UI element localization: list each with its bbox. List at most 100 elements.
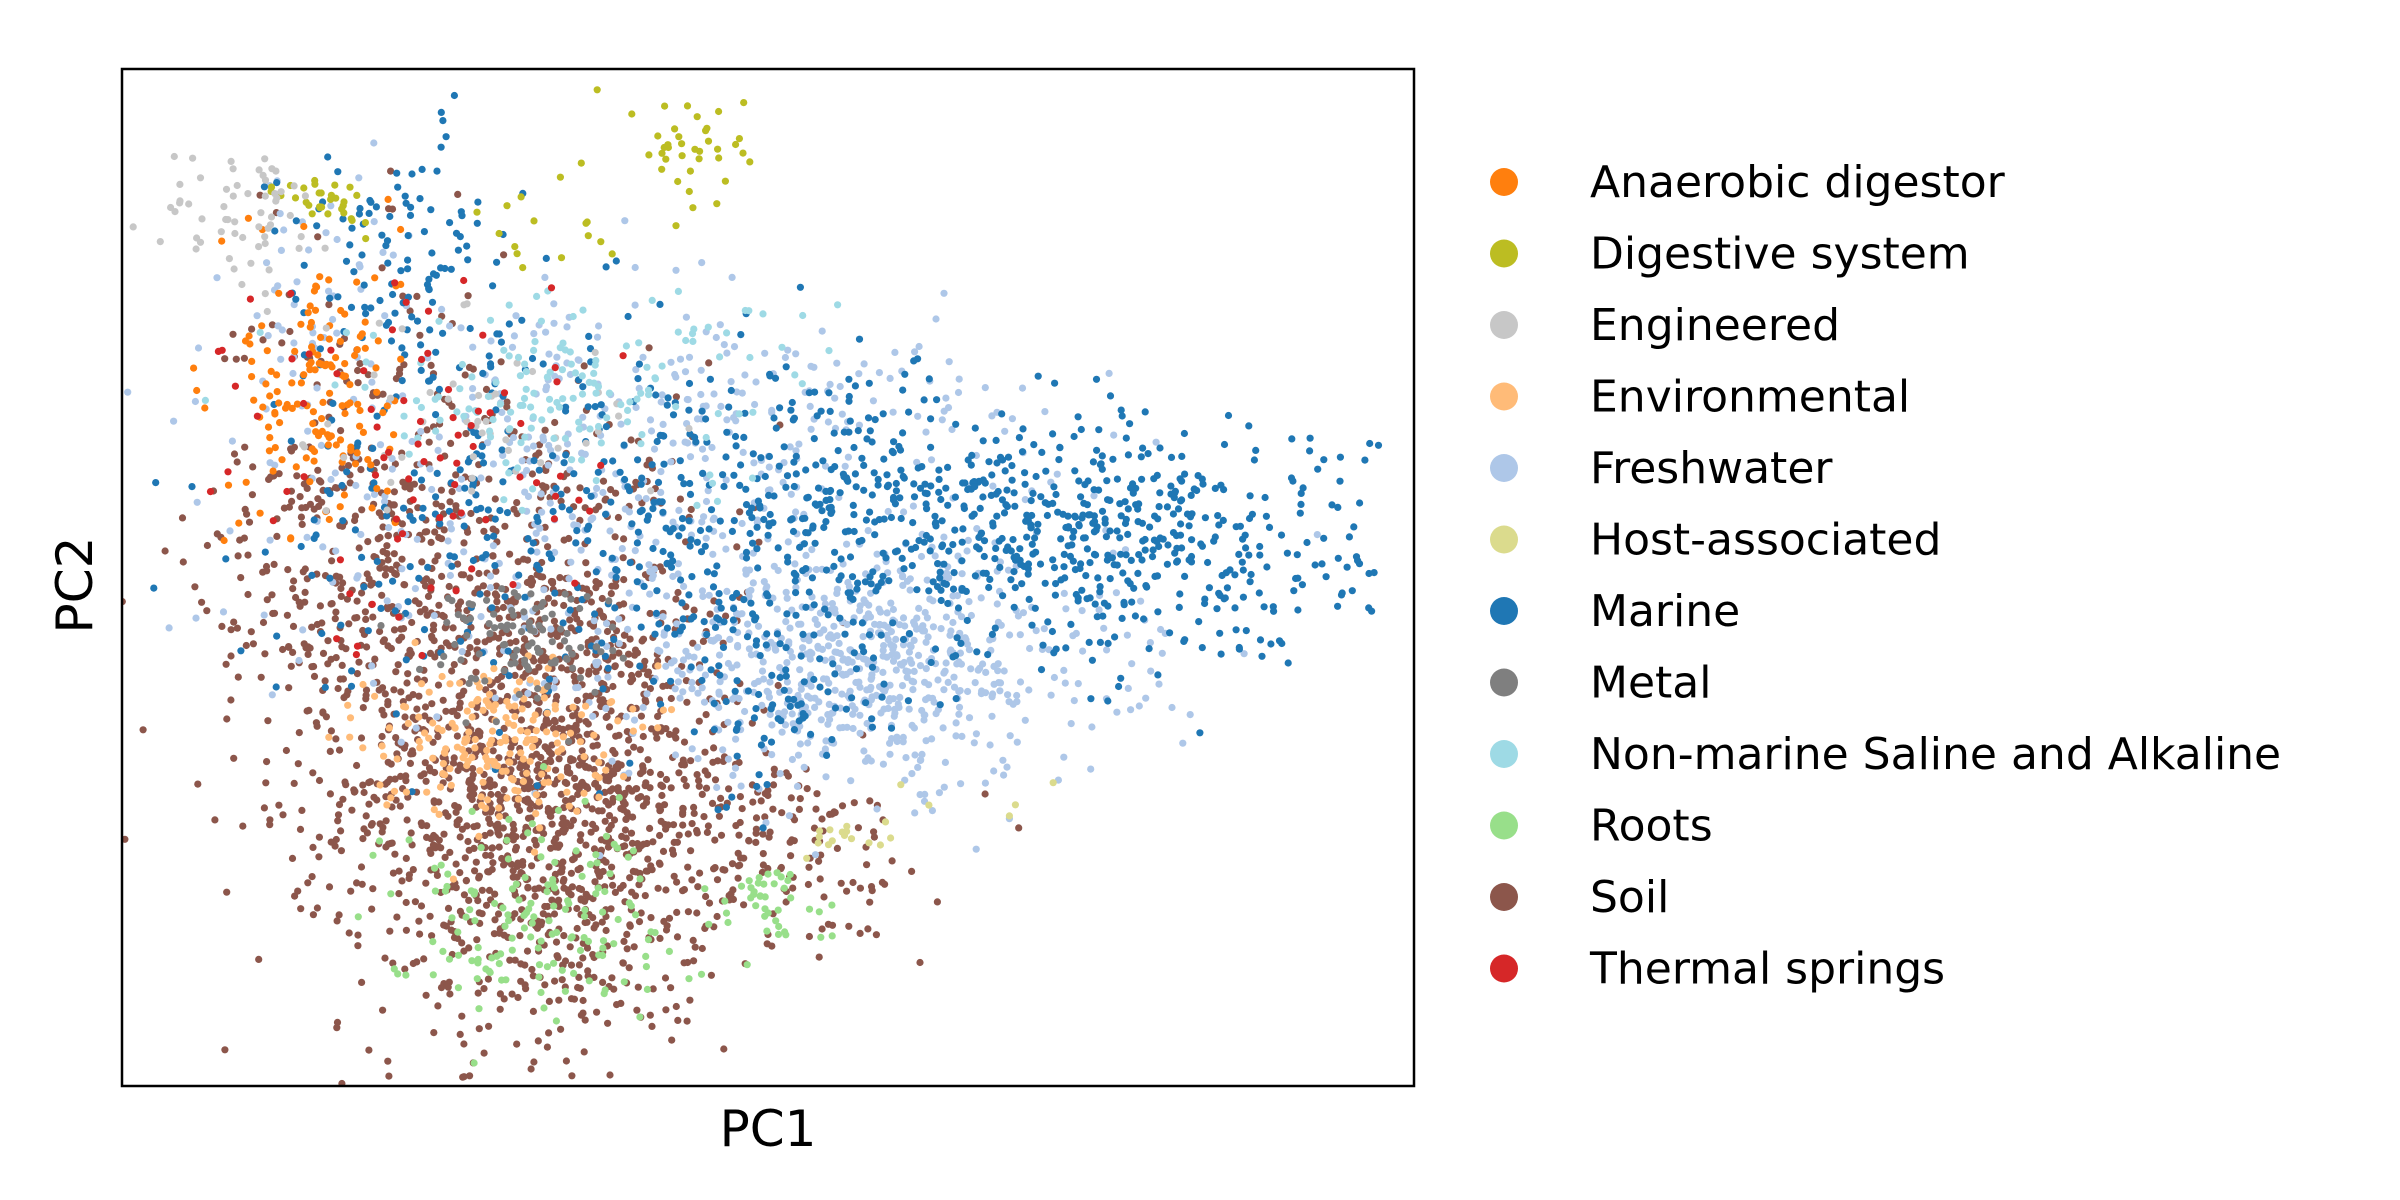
scatter-point [896, 494, 904, 502]
scatter-point [370, 139, 378, 147]
scatter-point [1297, 500, 1305, 508]
scatter-point [304, 427, 312, 435]
scatter-point [466, 792, 474, 800]
scatter-point [441, 853, 449, 862]
scatter-point [413, 958, 421, 966]
scatter-point [385, 1072, 393, 1080]
scatter-point [949, 618, 957, 627]
scatter-point [628, 110, 636, 118]
scatter-point [854, 427, 862, 435]
scatter-point [656, 300, 664, 308]
scatter-point [489, 460, 497, 468]
scatter-point [815, 857, 823, 865]
scatter-point [362, 812, 370, 820]
scatter-point [858, 454, 866, 462]
scatter-point [967, 461, 975, 469]
scatter-point [351, 460, 360, 468]
scatter-point [566, 943, 574, 951]
scatter-point [930, 698, 938, 706]
scatter-point [361, 303, 369, 311]
scatter-point [863, 719, 871, 728]
scatter-point [517, 193, 525, 201]
scatter-point [888, 857, 896, 865]
scatter-point [378, 706, 386, 714]
scatter-point [686, 996, 694, 1004]
scatter-point [432, 493, 440, 501]
scatter-point [915, 604, 923, 613]
scatter-point [575, 761, 583, 769]
scatter-point [955, 687, 963, 696]
scatter-point [825, 679, 833, 687]
scatter-point [801, 514, 809, 522]
scatter-point [637, 793, 645, 801]
scatter-point [1113, 561, 1121, 569]
scatter-point [604, 843, 613, 851]
scatter-point [716, 321, 724, 329]
scatter-point [551, 548, 559, 557]
scatter-point [494, 825, 502, 833]
scatter-point [1062, 605, 1070, 613]
scatter-point [722, 612, 730, 620]
scatter-point [685, 517, 693, 525]
scatter-point [717, 831, 726, 839]
scatter-point [339, 579, 347, 587]
scatter-point [927, 415, 935, 423]
scatter-point [338, 205, 346, 213]
scatter-point [485, 475, 493, 483]
scatter-point [614, 513, 623, 522]
scatter-point [646, 784, 654, 792]
scatter-point [773, 630, 782, 638]
scatter-point [384, 758, 392, 766]
scatter-point [749, 450, 757, 458]
scatter-point [398, 344, 406, 352]
scatter-point [787, 516, 795, 524]
scatter-point [339, 517, 347, 525]
scatter-point [530, 457, 538, 465]
scatter-point [972, 730, 981, 738]
scatter-point [942, 484, 950, 492]
scatter-point [491, 562, 499, 570]
scatter-point [710, 390, 718, 398]
scatter-point [754, 564, 762, 572]
scatter-point [540, 586, 548, 594]
scatter-point [664, 394, 672, 402]
scatter-point [536, 573, 545, 581]
scatter-point [614, 760, 622, 768]
scatter-point [429, 626, 437, 634]
scatter-point [371, 274, 379, 282]
scatter-point [1235, 643, 1243, 652]
scatter-point [555, 755, 563, 763]
scatter-point [542, 483, 550, 491]
scatter-point [421, 528, 429, 536]
scatter-point [442, 707, 450, 715]
scatter-point [698, 944, 706, 953]
scatter-point [680, 582, 688, 591]
scatter-point [310, 516, 318, 524]
scatter-point [234, 673, 242, 681]
scatter-point [1112, 589, 1120, 597]
scatter-point [398, 565, 406, 573]
scatter-point [615, 649, 623, 657]
scatter-point [880, 680, 888, 688]
scatter-point [437, 486, 445, 494]
scatter-point [539, 433, 547, 441]
scatter-point [679, 821, 687, 829]
scatter-point [496, 990, 504, 998]
scatter-point [1109, 455, 1117, 463]
scatter-point [602, 704, 610, 713]
scatter-point [651, 630, 659, 638]
scatter-point [700, 698, 709, 706]
scatter-point [713, 783, 721, 792]
scatter-point [927, 658, 935, 667]
scatter-point [341, 409, 349, 418]
scatter-point [612, 257, 620, 265]
scatter-point [694, 883, 702, 891]
scatter-point [1052, 490, 1060, 499]
scatter-point [456, 233, 464, 241]
scatter-point [469, 393, 477, 401]
scatter-point [661, 102, 669, 110]
scatter-point [500, 995, 508, 1003]
scatter-point [523, 466, 531, 475]
scatter-point [263, 596, 271, 604]
scatter-point [545, 719, 553, 727]
